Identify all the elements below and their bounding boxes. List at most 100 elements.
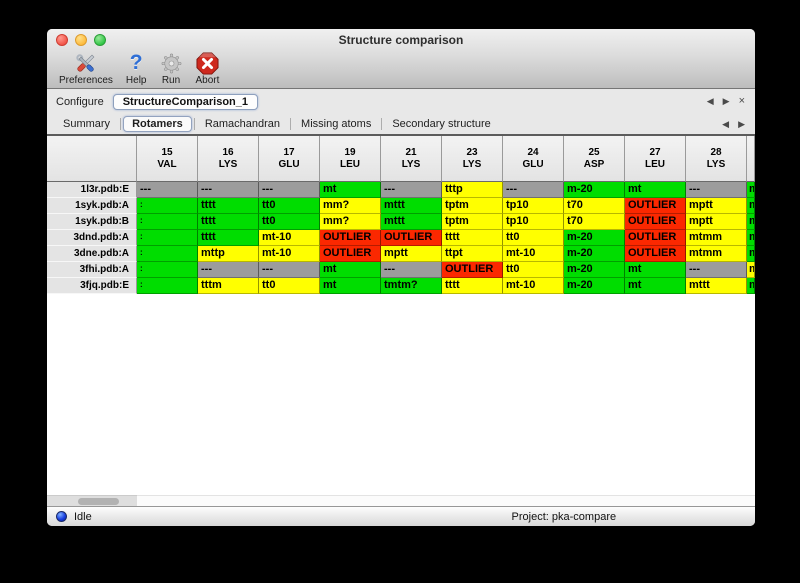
- table-cell[interactable]: t70: [564, 214, 625, 230]
- table-cell[interactable]: tt0: [259, 278, 320, 294]
- table-cell[interactable]: mttp: [198, 246, 259, 262]
- tab-secondary-structure[interactable]: Secondary structure: [392, 118, 491, 130]
- table-cell-clipped[interactable]: m: [747, 182, 755, 198]
- table-cell[interactable]: OUTLIER: [320, 246, 381, 262]
- table-cell[interactable]: mt: [625, 278, 686, 294]
- table-cell-clipped[interactable]: m: [747, 278, 755, 294]
- table-cell[interactable]: ---: [686, 182, 747, 198]
- table-cell[interactable]: mptt: [381, 246, 442, 262]
- window-title: Structure comparison: [338, 32, 464, 47]
- table-cell[interactable]: :: [137, 246, 198, 262]
- table-cell[interactable]: OUTLIER: [381, 230, 442, 246]
- table-cell[interactable]: tttm: [198, 278, 259, 294]
- table-cell[interactable]: mt-10: [503, 246, 564, 262]
- table-cell[interactable]: ---: [137, 182, 198, 198]
- table-cell-clipped[interactable]: m: [747, 198, 755, 214]
- table-cell[interactable]: m-20: [564, 182, 625, 198]
- table-cell[interactable]: ---: [259, 262, 320, 278]
- configure-prev-arrow-icon[interactable]: ◀: [706, 96, 714, 106]
- table-cell[interactable]: mttt: [381, 198, 442, 214]
- table-cell[interactable]: m-20: [564, 278, 625, 294]
- configure-task-tab[interactable]: StructureComparison_1: [112, 93, 259, 110]
- run-button[interactable]: Run: [160, 51, 183, 86]
- configure-next-arrow-icon[interactable]: ▶: [722, 96, 730, 106]
- table-cell[interactable]: tttt: [198, 230, 259, 246]
- table-cell[interactable]: OUTLIER: [625, 214, 686, 230]
- table-cell[interactable]: :: [137, 198, 198, 214]
- table-cell[interactable]: tt0: [503, 262, 564, 278]
- table-cell[interactable]: mtmm: [686, 230, 747, 246]
- table-cell[interactable]: tp10: [503, 198, 564, 214]
- table-cell[interactable]: ---: [198, 262, 259, 278]
- table-cell[interactable]: ---: [381, 262, 442, 278]
- table-cell[interactable]: tttt: [198, 198, 259, 214]
- table-cell[interactable]: OUTLIER: [625, 198, 686, 214]
- help-button[interactable]: ? Help: [126, 51, 147, 87]
- table-cell[interactable]: t70: [564, 198, 625, 214]
- table-cell[interactable]: tttt: [442, 278, 503, 294]
- tab-ramachandran[interactable]: Ramachandran: [204, 118, 281, 130]
- table-cell[interactable]: mt-10: [503, 278, 564, 294]
- table-cell[interactable]: mttt: [686, 278, 747, 294]
- table-cell[interactable]: mm?: [320, 198, 381, 214]
- table-cell[interactable]: m-20: [564, 246, 625, 262]
- table-cell[interactable]: tttt: [442, 230, 503, 246]
- tab-rotamers[interactable]: Rotamers: [123, 116, 192, 132]
- table-cell[interactable]: ---: [503, 182, 564, 198]
- tab-missing-atoms[interactable]: Missing atoms: [301, 118, 372, 130]
- table-cell[interactable]: mttt: [381, 214, 442, 230]
- table-cell[interactable]: mt: [320, 182, 381, 198]
- table-cell[interactable]: OUTLIER: [625, 230, 686, 246]
- close-window-button[interactable]: [56, 33, 68, 46]
- table-cell-clipped[interactable]: m: [747, 262, 755, 278]
- table-cell[interactable]: tptm: [442, 198, 503, 214]
- table-cell[interactable]: mt: [320, 262, 381, 278]
- table-cell-clipped[interactable]: m: [747, 246, 755, 262]
- table-cell[interactable]: mt-10: [259, 246, 320, 262]
- table-cell[interactable]: tttt: [198, 214, 259, 230]
- table-cell[interactable]: tt0: [259, 214, 320, 230]
- table-cell[interactable]: mt: [625, 182, 686, 198]
- table-cell[interactable]: tp10: [503, 214, 564, 230]
- table-cell-clipped[interactable]: m: [747, 230, 755, 246]
- table-cell[interactable]: tt0: [259, 198, 320, 214]
- preferences-button[interactable]: Preferences: [59, 51, 113, 86]
- table-cell-clipped[interactable]: m: [747, 214, 755, 230]
- table-cell[interactable]: ttpt: [442, 246, 503, 262]
- tabs-next-arrow-icon[interactable]: ▶: [738, 118, 745, 129]
- row-header-scrollbar-track[interactable]: [47, 495, 137, 506]
- table-cell[interactable]: mptt: [686, 214, 747, 230]
- minimize-window-button[interactable]: [75, 33, 87, 46]
- table-cell[interactable]: tptm: [442, 214, 503, 230]
- table-cell[interactable]: m-20: [564, 230, 625, 246]
- table-cell[interactable]: mt: [320, 278, 381, 294]
- table-cell[interactable]: ---: [381, 182, 442, 198]
- table-cell[interactable]: mt: [625, 262, 686, 278]
- zoom-window-button[interactable]: [94, 33, 106, 46]
- configure-close-icon[interactable]: ×: [738, 95, 745, 107]
- table-cell[interactable]: tmtm?: [381, 278, 442, 294]
- tabs-prev-arrow-icon[interactable]: ◀: [722, 118, 730, 129]
- title-bar[interactable]: Structure comparison: [47, 29, 755, 50]
- tab-summary[interactable]: Summary: [63, 118, 111, 130]
- table-cell[interactable]: ---: [259, 182, 320, 198]
- table-cell[interactable]: tt0: [503, 230, 564, 246]
- scrollbar-thumb[interactable]: [78, 498, 119, 505]
- abort-button[interactable]: Abort: [196, 51, 219, 86]
- table-cell[interactable]: ---: [198, 182, 259, 198]
- table-cell[interactable]: m-20: [564, 262, 625, 278]
- table-cell[interactable]: ---: [686, 262, 747, 278]
- table-cell[interactable]: :: [137, 230, 198, 246]
- table-cell[interactable]: mtmm: [686, 246, 747, 262]
- table-cell[interactable]: tttp: [442, 182, 503, 198]
- table-cell[interactable]: OUTLIER: [442, 262, 503, 278]
- table-cell[interactable]: mptt: [686, 198, 747, 214]
- table-cell[interactable]: mt-10: [259, 230, 320, 246]
- table-cell[interactable]: :: [137, 262, 198, 278]
- table-cell[interactable]: mm?: [320, 214, 381, 230]
- table-cell[interactable]: :: [137, 278, 198, 294]
- table-scrollbar-track[interactable]: [137, 495, 755, 506]
- table-cell[interactable]: :: [137, 214, 198, 230]
- table-cell[interactable]: OUTLIER: [320, 230, 381, 246]
- table-cell[interactable]: OUTLIER: [625, 246, 686, 262]
